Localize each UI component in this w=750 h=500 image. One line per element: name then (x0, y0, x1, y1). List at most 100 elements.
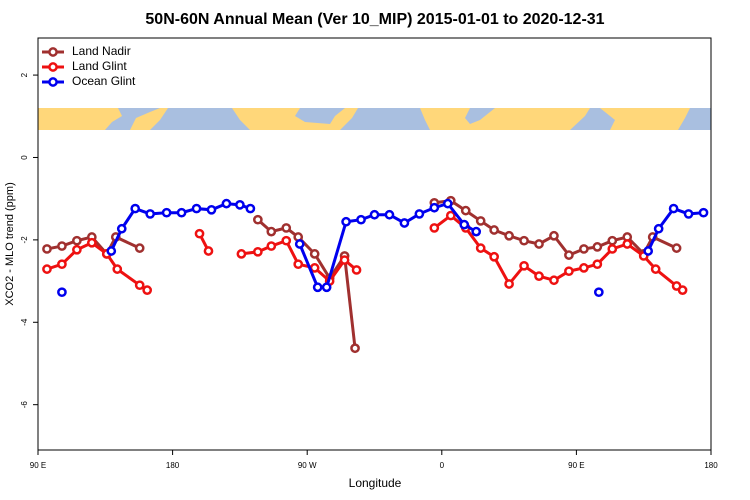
point (176, 207, 187, 218)
point (579, 263, 589, 273)
point (116, 223, 127, 234)
x-tick-label: 90 W (298, 461, 317, 470)
point (106, 246, 117, 256)
point (252, 246, 263, 257)
point (549, 230, 559, 241)
point (191, 203, 202, 214)
point (72, 235, 82, 246)
point (235, 200, 245, 210)
chart-title: 50N-60N Annual Mean (Ver 10_MIP) 2015-01… (145, 11, 604, 28)
point (203, 246, 214, 256)
point (236, 249, 247, 259)
point (42, 264, 52, 274)
point (475, 216, 486, 226)
y-tick-label: -6 (20, 401, 29, 409)
legend-marker (48, 47, 58, 57)
y-tick-label: -4 (20, 318, 29, 326)
point (668, 203, 679, 214)
point (698, 207, 709, 218)
point (489, 225, 499, 235)
y-tick-label: 2 (20, 72, 29, 77)
point (653, 223, 664, 234)
point (429, 202, 440, 213)
point (42, 244, 52, 254)
point (293, 259, 304, 270)
point (607, 244, 618, 254)
point (72, 244, 82, 255)
point (356, 214, 366, 225)
point (459, 219, 470, 230)
point (579, 244, 589, 254)
point (504, 230, 514, 241)
point (161, 207, 172, 218)
point (549, 275, 559, 286)
point (384, 209, 395, 220)
point (593, 287, 604, 298)
point (592, 259, 603, 270)
point (650, 264, 661, 274)
point (442, 198, 453, 209)
point (519, 260, 529, 271)
point (683, 209, 694, 219)
point (460, 205, 471, 216)
point (607, 235, 618, 246)
point (399, 218, 410, 228)
point (504, 279, 514, 289)
point (564, 250, 574, 260)
x-tick-label: 180 (166, 461, 180, 470)
point (445, 210, 456, 221)
point (471, 226, 482, 237)
point (321, 282, 332, 293)
point (592, 242, 603, 252)
y-axis-label: XCO2 - MLO trend (ppm) (4, 182, 16, 305)
x-tick-label: 90 E (568, 461, 584, 470)
legend-label: Land Glint (72, 59, 127, 73)
point (350, 343, 360, 354)
point (534, 239, 544, 249)
point (86, 237, 97, 248)
point (369, 209, 380, 220)
x-tick-label: 180 (704, 461, 718, 470)
point (221, 198, 232, 209)
point (112, 264, 123, 274)
point (414, 209, 425, 219)
point (245, 203, 256, 214)
point (57, 241, 67, 251)
point (134, 243, 145, 253)
point (429, 223, 440, 233)
point (130, 203, 141, 214)
point (341, 216, 351, 227)
point (475, 243, 486, 253)
point (309, 249, 320, 259)
series-line (46, 213, 684, 292)
point (677, 285, 688, 295)
point (194, 228, 205, 239)
point (57, 287, 67, 298)
point (564, 266, 574, 277)
y-tick-label: 0 (20, 155, 29, 160)
y-tick-label: -2 (20, 236, 29, 244)
point (519, 235, 529, 246)
point (351, 265, 362, 275)
map-band (38, 108, 711, 130)
x-axis-label: Longitude (349, 476, 402, 490)
point (671, 243, 682, 253)
x-tick-label: 0 (440, 461, 445, 470)
point (294, 239, 305, 249)
point (266, 241, 277, 251)
point (57, 259, 67, 270)
point (339, 255, 350, 265)
point (643, 246, 654, 256)
point (489, 251, 499, 262)
point (145, 209, 156, 219)
point (252, 214, 263, 225)
point (142, 285, 153, 295)
point (281, 223, 292, 233)
legend-label: Ocean Glint (72, 74, 136, 88)
point (266, 226, 277, 237)
point (622, 239, 633, 249)
legend-marker (48, 77, 58, 87)
point (281, 235, 292, 246)
legend-marker (48, 62, 58, 72)
